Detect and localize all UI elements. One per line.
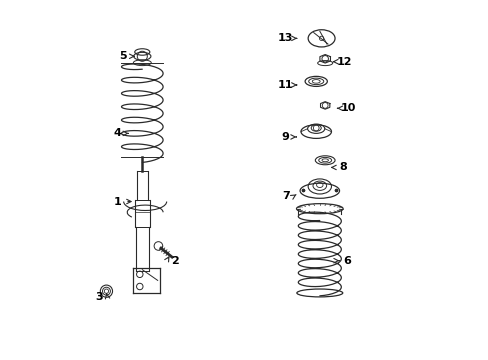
Text: 3: 3 — [95, 292, 103, 302]
Text: 10: 10 — [340, 103, 355, 113]
Text: 5: 5 — [119, 51, 126, 61]
Text: 4: 4 — [113, 129, 121, 138]
Text: 6: 6 — [342, 256, 350, 266]
Text: 9: 9 — [281, 132, 289, 142]
Text: 12: 12 — [336, 57, 352, 67]
Text: 1: 1 — [113, 197, 121, 207]
Text: 13: 13 — [278, 33, 293, 43]
Text: 2: 2 — [170, 256, 178, 266]
Text: 7: 7 — [281, 191, 289, 201]
Text: 8: 8 — [339, 162, 346, 172]
Text: 11: 11 — [277, 80, 293, 90]
